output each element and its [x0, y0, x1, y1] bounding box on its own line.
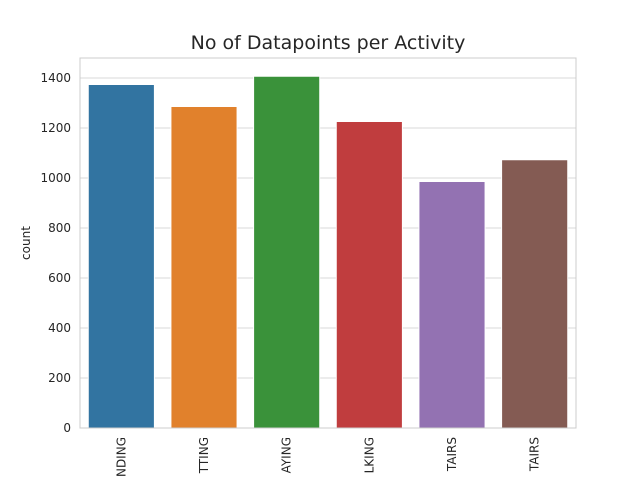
- y-axis-label: count: [19, 226, 33, 260]
- bar: [170, 106, 238, 429]
- x-tick-label: TAIRS: [445, 437, 459, 472]
- x-tick-label: TTING: [197, 437, 211, 474]
- y-tick-label: 1400: [40, 71, 71, 85]
- bars: [87, 75, 569, 429]
- bar: [253, 75, 321, 429]
- x-tick-label: AYING: [280, 437, 294, 473]
- y-tick-label: 1000: [40, 171, 71, 185]
- y-tick-label: 0: [63, 421, 71, 435]
- y-tick-label: 1200: [40, 121, 71, 135]
- plot-frame: [79, 57, 577, 429]
- x-tick-label: TAIRS: [528, 437, 542, 472]
- chart-title: No of Datapoints per Activity: [191, 32, 466, 54]
- bar: [418, 181, 486, 429]
- x-tick-label: NDING: [114, 437, 128, 477]
- y-tick-label: 800: [48, 221, 71, 235]
- x-tick-label: LKING: [362, 437, 376, 473]
- bar: [335, 121, 403, 429]
- y-tick-label: 400: [48, 321, 71, 335]
- bar: [501, 159, 569, 429]
- y-tick-labels: 0 200 400 600 800 1000 1200 1400: [40, 71, 71, 435]
- y-tick-label: 200: [48, 371, 71, 385]
- y-tick-label: 600: [48, 271, 71, 285]
- y-gridlines: [80, 77, 576, 429]
- plot-background: [80, 58, 576, 428]
- x-tick-labels: NDING TTING AYING LKING TAIRS TAIRS: [114, 437, 541, 477]
- bar: [87, 84, 155, 429]
